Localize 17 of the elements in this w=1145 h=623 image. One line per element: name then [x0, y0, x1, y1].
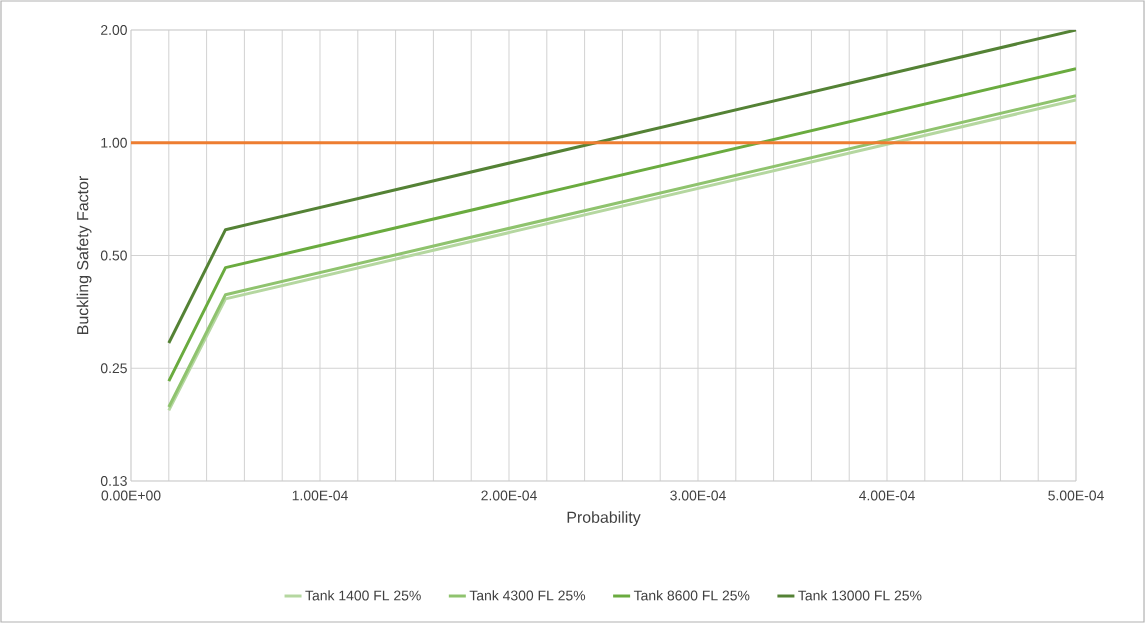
x-tick-label: 2.00E-04 — [481, 490, 537, 501]
legend-label: Tank 8600 FL 25% — [633, 590, 750, 601]
x-tick-label: 0.00E+00 — [101, 490, 161, 501]
y-tick-label: 2.00 — [101, 25, 127, 35]
x-tick-label: 1.00E-04 — [292, 490, 348, 501]
x-tick-label: 4.00E-04 — [859, 490, 915, 501]
legend-label: Tank 1400 FL 25% — [305, 590, 421, 601]
legend-label: Tank 13000 FL 25% — [798, 590, 922, 601]
y-tick-label: 0.13 — [100, 476, 127, 486]
y-axis-title: Buckling Safety Factor — [76, 176, 92, 334]
y-tick-label: 0.50 — [100, 250, 127, 261]
legend-label: Tank 4300 FL 25% — [469, 590, 586, 601]
y-tick-label: 0.25 — [100, 363, 127, 374]
x-tick-label: 5.00E-04 — [1048, 490, 1104, 501]
x-axis-title: Probability — [567, 511, 641, 527]
x-tick-label: 3.00E-04 — [670, 490, 726, 501]
y-tick-label: 1.00 — [101, 137, 127, 148]
